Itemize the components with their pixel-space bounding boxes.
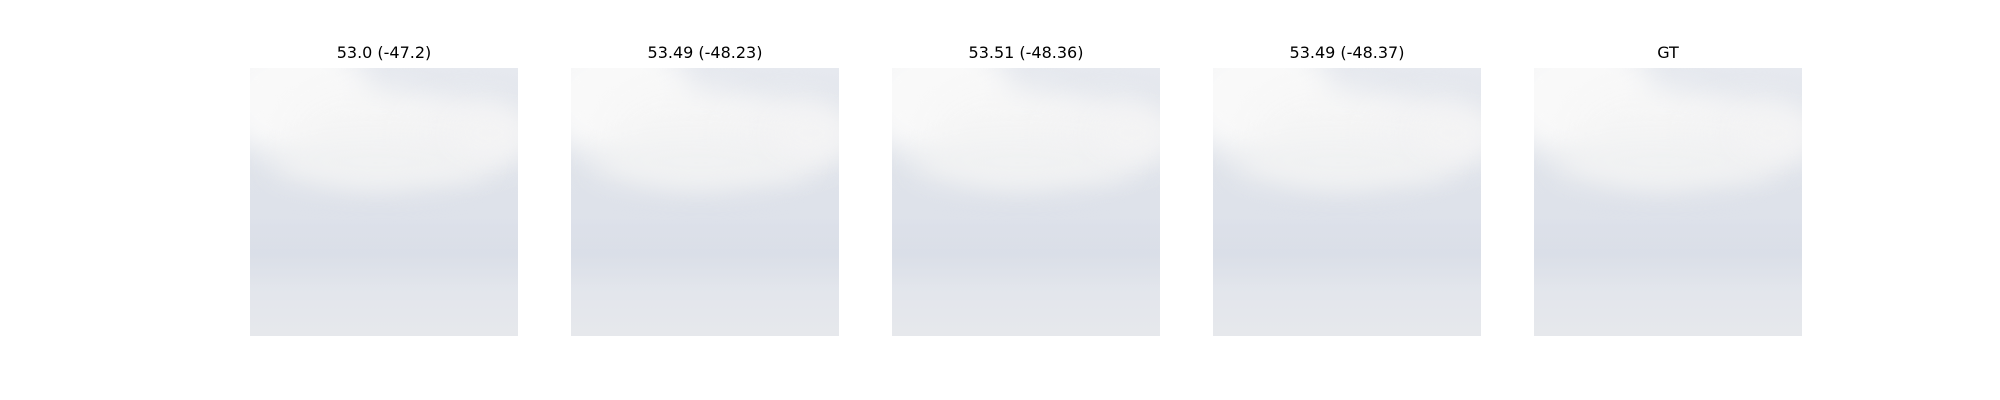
haze-band (1534, 218, 1802, 288)
panel-title: GT (1657, 43, 1679, 62)
panel-title: 53.49 (-48.23) (647, 43, 763, 62)
cloud (591, 138, 811, 188)
panel-title: 53.51 (-48.36) (968, 43, 1084, 62)
cloud (1554, 138, 1774, 188)
haze-band (250, 218, 518, 288)
cloud (1092, 113, 1160, 153)
cloud (1734, 113, 1802, 153)
sky-image (1534, 68, 1802, 336)
sky-image (250, 68, 518, 336)
panel-1: 53.0 (-47.2) (250, 0, 518, 400)
sky-image (1213, 68, 1481, 336)
panel-gt: GT (1534, 0, 1802, 400)
panel-3: 53.51 (-48.36) (892, 0, 1160, 400)
haze-band (1213, 218, 1481, 288)
panel-title: 53.0 (-47.2) (336, 43, 432, 62)
cloud (450, 113, 518, 153)
haze-band (571, 218, 839, 288)
cloud (1413, 113, 1481, 153)
cloud (270, 138, 490, 188)
panel-2: 53.49 (-48.23) (571, 0, 839, 400)
cloud (771, 113, 839, 153)
panel-4: 53.49 (-48.37) (1213, 0, 1481, 400)
sky-image (892, 68, 1160, 336)
cloud (912, 138, 1132, 188)
haze-band (892, 218, 1160, 288)
cloud (1233, 138, 1453, 188)
sky-image (571, 68, 839, 336)
panel-title: 53.49 (-48.37) (1289, 43, 1405, 62)
